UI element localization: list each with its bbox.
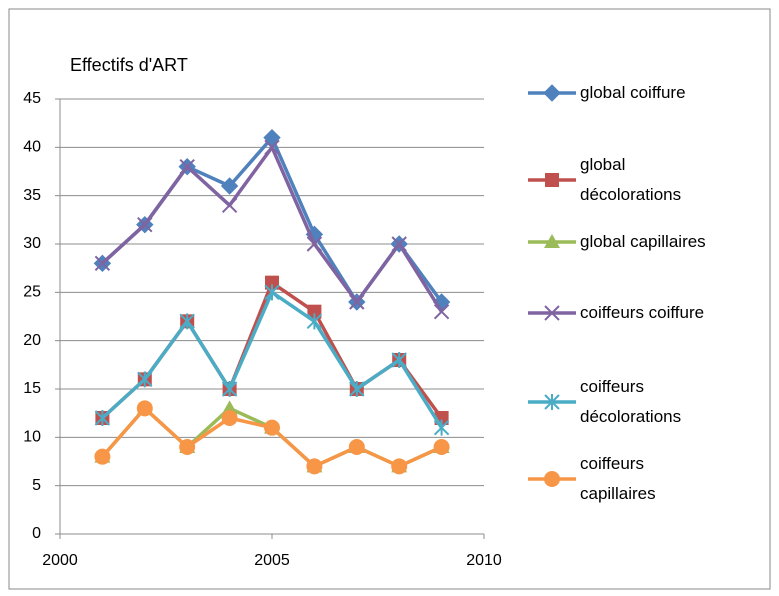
chart-title: Effectifs d'ART <box>70 55 188 75</box>
x-tick-label: 2010 <box>466 552 502 569</box>
marker <box>544 234 560 248</box>
y-tick-label: 40 <box>23 139 41 156</box>
marker <box>179 158 195 175</box>
marker <box>391 352 407 368</box>
y-tick-label: 0 <box>32 525 41 542</box>
marker <box>306 458 323 475</box>
y-tick-label: 45 <box>23 90 41 107</box>
legend-label: global coiffure <box>580 83 686 102</box>
marker <box>349 381 365 397</box>
marker <box>264 139 280 156</box>
y-tick-label: 5 <box>32 477 41 494</box>
marker <box>221 197 238 214</box>
y-tick-label: 20 <box>23 332 41 349</box>
marker <box>544 471 560 487</box>
marker <box>545 173 559 187</box>
marker <box>94 255 111 272</box>
marker <box>544 394 560 410</box>
marker <box>306 313 323 330</box>
marker <box>391 236 407 252</box>
y-tick-label: 30 <box>23 235 41 252</box>
marker <box>137 371 153 388</box>
y-tick-label: 10 <box>23 429 41 446</box>
x-tick-label: 2000 <box>42 552 78 569</box>
marker <box>94 448 111 465</box>
marker <box>264 419 280 436</box>
marker <box>136 400 153 417</box>
legend-label: coiffeurs décolorations <box>580 377 682 426</box>
marker <box>349 294 365 310</box>
marker <box>221 410 238 426</box>
marker <box>307 304 322 319</box>
marker <box>433 303 450 320</box>
marker <box>220 177 239 195</box>
legend-label: global décolorations <box>580 155 682 204</box>
y-tick-label: 25 <box>23 284 41 301</box>
legend-label: coiffeurs coiffure <box>580 303 705 322</box>
marker <box>306 236 323 252</box>
marker <box>391 458 408 475</box>
marker <box>543 84 561 102</box>
marker <box>348 439 365 455</box>
marker <box>221 381 238 397</box>
marker <box>544 305 560 321</box>
marker <box>137 216 153 233</box>
marker <box>264 284 280 301</box>
chart-frame <box>8 8 771 590</box>
legend-label: global capillaires <box>580 232 706 251</box>
marker <box>265 275 279 290</box>
y-tick-label: 15 <box>23 380 41 397</box>
y-tick-label: 35 <box>23 187 41 204</box>
marker <box>433 439 450 455</box>
marker <box>94 410 111 426</box>
marker <box>179 439 196 455</box>
x-tick-label: 2005 <box>254 552 290 569</box>
marker <box>433 419 450 436</box>
marker <box>179 313 195 330</box>
legend-label: coiffeurs capillaires <box>580 454 656 503</box>
marker <box>221 400 238 415</box>
